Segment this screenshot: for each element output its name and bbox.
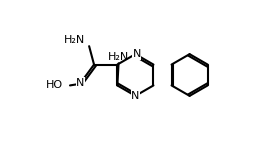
Text: H₂N: H₂N [64,35,85,45]
Text: N: N [132,49,141,59]
Text: H₂N: H₂N [108,52,129,62]
Text: N: N [76,78,85,88]
Text: HO: HO [46,80,63,90]
Text: N: N [131,91,140,101]
